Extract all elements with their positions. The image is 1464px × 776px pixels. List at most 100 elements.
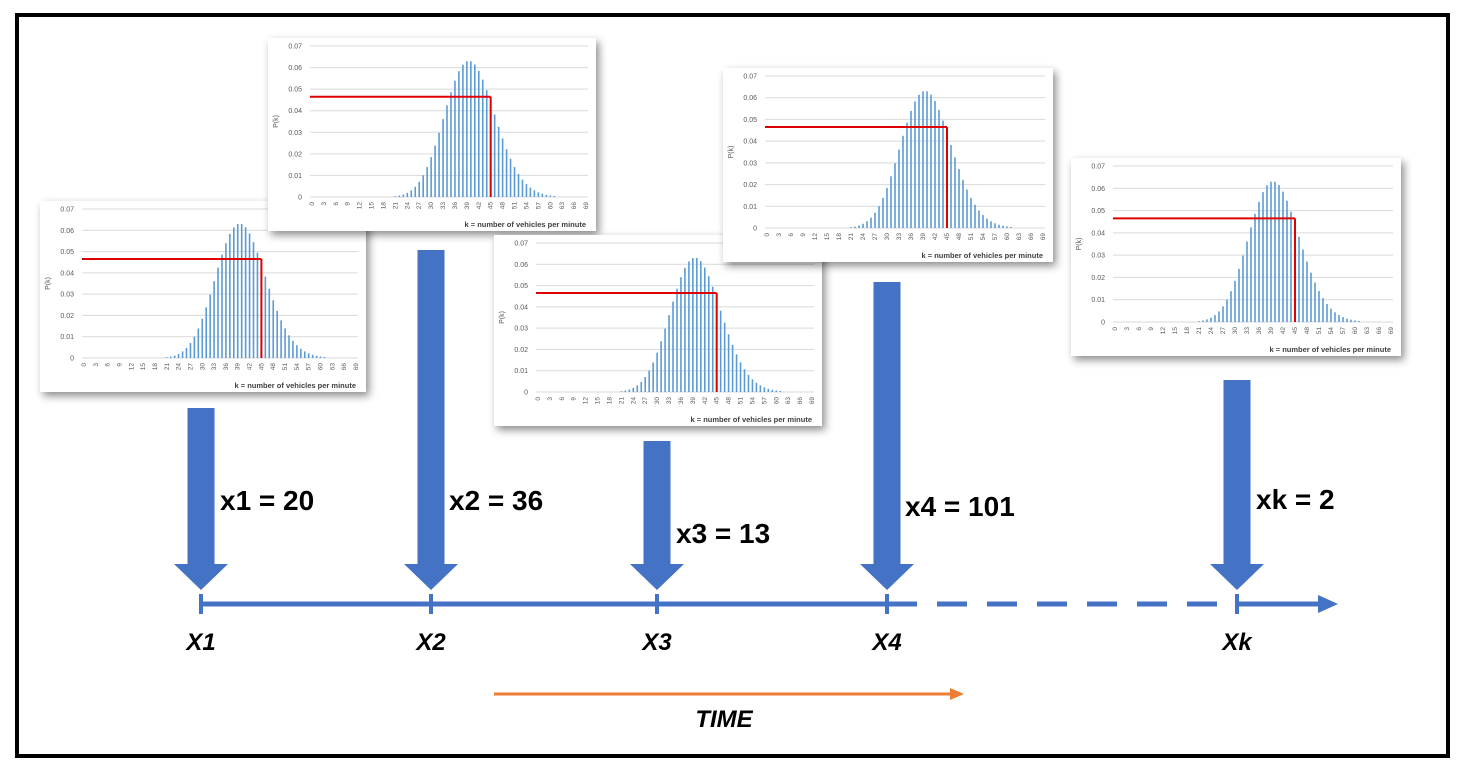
y-axis-label: P(k) xyxy=(1076,238,1083,251)
x-tick-label: 60 xyxy=(1004,233,1011,241)
y-tick-label: 0 xyxy=(524,390,528,397)
x-tick-label: 12 xyxy=(812,233,819,241)
x-tick-label: 12 xyxy=(357,202,364,210)
down-arrow-4 xyxy=(860,282,914,590)
x-tick-label: 60 xyxy=(1352,327,1359,335)
x-tick-label: 66 xyxy=(1028,233,1035,241)
y-tick-label: 0.03 xyxy=(288,130,302,137)
y-tick-label: 0.02 xyxy=(514,347,528,354)
y-tick-label: 0.07 xyxy=(743,74,757,81)
y-tick-label: 0.01 xyxy=(514,368,528,375)
y-tick-label: 0.05 xyxy=(514,283,528,290)
x-tick-label: 6 xyxy=(1136,327,1143,331)
x-tick-label: 33 xyxy=(1244,327,1251,335)
down-arrow-2 xyxy=(404,250,458,590)
x-tick-label: 3 xyxy=(321,202,328,206)
y-tick-label: 0.04 xyxy=(743,139,757,146)
x-tick-label: 66 xyxy=(1376,327,1383,335)
x-tick-label: 60 xyxy=(318,363,325,371)
y-tick-label: 0 xyxy=(70,356,74,363)
poisson-chart-5: 0 0.01 0.02 0.03 0.04 0.05 0.06 0.07 P(k) 0 3 6 9 12 1… xyxy=(1071,158,1401,356)
x-tick-label: 57 xyxy=(761,397,768,405)
x-tick-label: 42 xyxy=(247,363,254,371)
y-tick-label: 0.03 xyxy=(1091,253,1105,260)
x-tick-label: 57 xyxy=(306,363,313,371)
y-tick-label: 0.03 xyxy=(514,326,528,333)
x-tick-label: 9 xyxy=(800,233,807,237)
y-tick-label: 0.07 xyxy=(60,207,74,214)
x-tick-label: 51 xyxy=(968,233,975,241)
x-tick-label: 27 xyxy=(187,363,194,371)
x-tick-label: 15 xyxy=(140,363,147,371)
x-tick-label: 18 xyxy=(1184,327,1191,335)
x-tick-label: 39 xyxy=(690,397,697,405)
x-tick-label: 27 xyxy=(416,202,423,210)
x-tick-label: 21 xyxy=(1196,327,1203,335)
y-tick-label: 0.04 xyxy=(288,108,302,115)
x-tick-label: 18 xyxy=(836,233,843,241)
x-tick-label: 39 xyxy=(920,233,927,241)
x-tick-label: 21 xyxy=(618,397,625,405)
y-axis-label: P(k) xyxy=(499,311,506,324)
x-tick-label: 0 xyxy=(1112,327,1119,331)
x-tick-label: 21 xyxy=(164,363,171,371)
y-tick-label: 0.06 xyxy=(60,228,74,235)
y-axis-label: P(k) xyxy=(45,277,52,290)
timeline-arrowhead xyxy=(1318,595,1338,613)
time-arrowhead xyxy=(950,688,964,700)
y-tick-label: 0.07 xyxy=(288,44,302,51)
y-tick-label: 0 xyxy=(1101,320,1105,327)
x-tick-label: 39 xyxy=(235,363,242,371)
timeline-point-label: Xk xyxy=(1220,629,1253,656)
x-tick-label: 30 xyxy=(428,202,435,210)
x-tick-label: 54 xyxy=(523,202,530,210)
x-tick-label: 21 xyxy=(848,233,855,241)
x-tick-label: 36 xyxy=(678,397,685,405)
x-tick-label: 3 xyxy=(1124,327,1131,331)
y-axis-label: P(k) xyxy=(728,146,735,159)
x-tick-label: 33 xyxy=(440,202,447,210)
poisson-chart-2: 0 0.01 0.02 0.03 0.04 0.05 0.06 0.07 P(k) 0 3 6 9 12 1… xyxy=(268,38,596,231)
y-tick-label: 0 xyxy=(753,226,757,233)
timeline-point-label: X3 xyxy=(640,629,672,656)
x-tick-label: 15 xyxy=(824,233,831,241)
x-tick-label: 51 xyxy=(738,397,745,405)
x-tick-label: 9 xyxy=(116,363,123,367)
value-label: x4 = 101 xyxy=(905,491,1015,522)
x-tick-label: 69 xyxy=(353,363,360,371)
y-tick-label: 0.04 xyxy=(1091,230,1105,237)
timeline-point-label: X2 xyxy=(414,629,446,656)
x-tick-label: 54 xyxy=(1328,327,1335,335)
x-tick-label: 54 xyxy=(294,363,301,371)
down-arrow-5 xyxy=(1210,380,1264,590)
x-tick-label: 36 xyxy=(223,363,230,371)
y-tick-label: 0.05 xyxy=(60,249,74,256)
y-tick-label: 0.07 xyxy=(1091,164,1105,171)
x-tick-label: 9 xyxy=(571,397,578,401)
x-axis-label: k = number of vehicles per minute xyxy=(691,415,813,424)
y-tick-label: 0.05 xyxy=(288,87,302,94)
timeline-point-label: X1 xyxy=(184,629,215,656)
y-tick-label: 0.07 xyxy=(514,241,528,248)
y-tick-label: 0.03 xyxy=(743,160,757,167)
x-tick-label: 66 xyxy=(571,202,578,210)
x-tick-label: 69 xyxy=(1040,233,1047,241)
x-tick-label: 6 xyxy=(559,397,566,401)
down-arrow-3 xyxy=(630,441,684,590)
x-tick-label: 42 xyxy=(1280,327,1287,335)
x-tick-label: 69 xyxy=(1388,327,1395,335)
x-tick-label: 63 xyxy=(559,202,566,210)
poisson-chart-3: 0 0.01 0.02 0.03 0.04 0.05 0.06 0.07 P(k) 0 3 6 9 12 1… xyxy=(494,235,822,426)
x-tick-label: 3 xyxy=(776,233,783,237)
x-tick-label: 36 xyxy=(1256,327,1263,335)
x-tick-label: 45 xyxy=(1292,327,1299,335)
poisson-chart-1: 0 0.01 0.02 0.03 0.04 0.05 0.06 0.07 P(k) 0 3 6 9 12 1… xyxy=(40,201,366,392)
x-tick-label: 27 xyxy=(642,397,649,405)
x-tick-label: 3 xyxy=(93,363,100,367)
y-tick-label: 0.02 xyxy=(743,182,757,189)
x-tick-label: 33 xyxy=(896,233,903,241)
x-tick-label: 21 xyxy=(392,202,399,210)
x-tick-label: 69 xyxy=(583,202,590,210)
x-tick-label: 66 xyxy=(341,363,348,371)
